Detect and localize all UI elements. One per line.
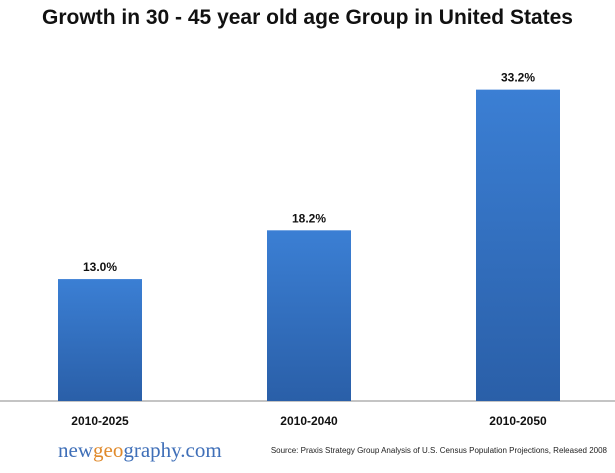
category-tick-label: 2010-2050 [489, 414, 547, 428]
bars-group: 13.0% 2010-2025 18.2% 2010-2040 33.2% 2010-20… [58, 71, 560, 428]
bar-2010-2040 [267, 230, 351, 401]
bar-value-label: 13.0% [83, 260, 117, 274]
bar-2010-2025 [58, 279, 142, 401]
bar-2010-2050 [476, 89, 560, 401]
bar-value-label: 33.2% [501, 71, 535, 85]
source-note: Source: Praxis Strategy Group Analysis o… [270, 446, 607, 455]
category-tick-label: 2010-2025 [71, 414, 129, 428]
logo-text-rest: graphy.com [123, 438, 222, 462]
logo-text-geo: geo [93, 438, 124, 462]
newgeography-logo: newgeography.com [58, 438, 222, 463]
category-tick-label: 2010-2040 [280, 414, 338, 428]
chart-title: Growth in 30 - 45 year old age Group in … [42, 6, 573, 29]
logo-text-new: new [58, 438, 93, 462]
bar-value-label: 18.2% [292, 211, 326, 225]
